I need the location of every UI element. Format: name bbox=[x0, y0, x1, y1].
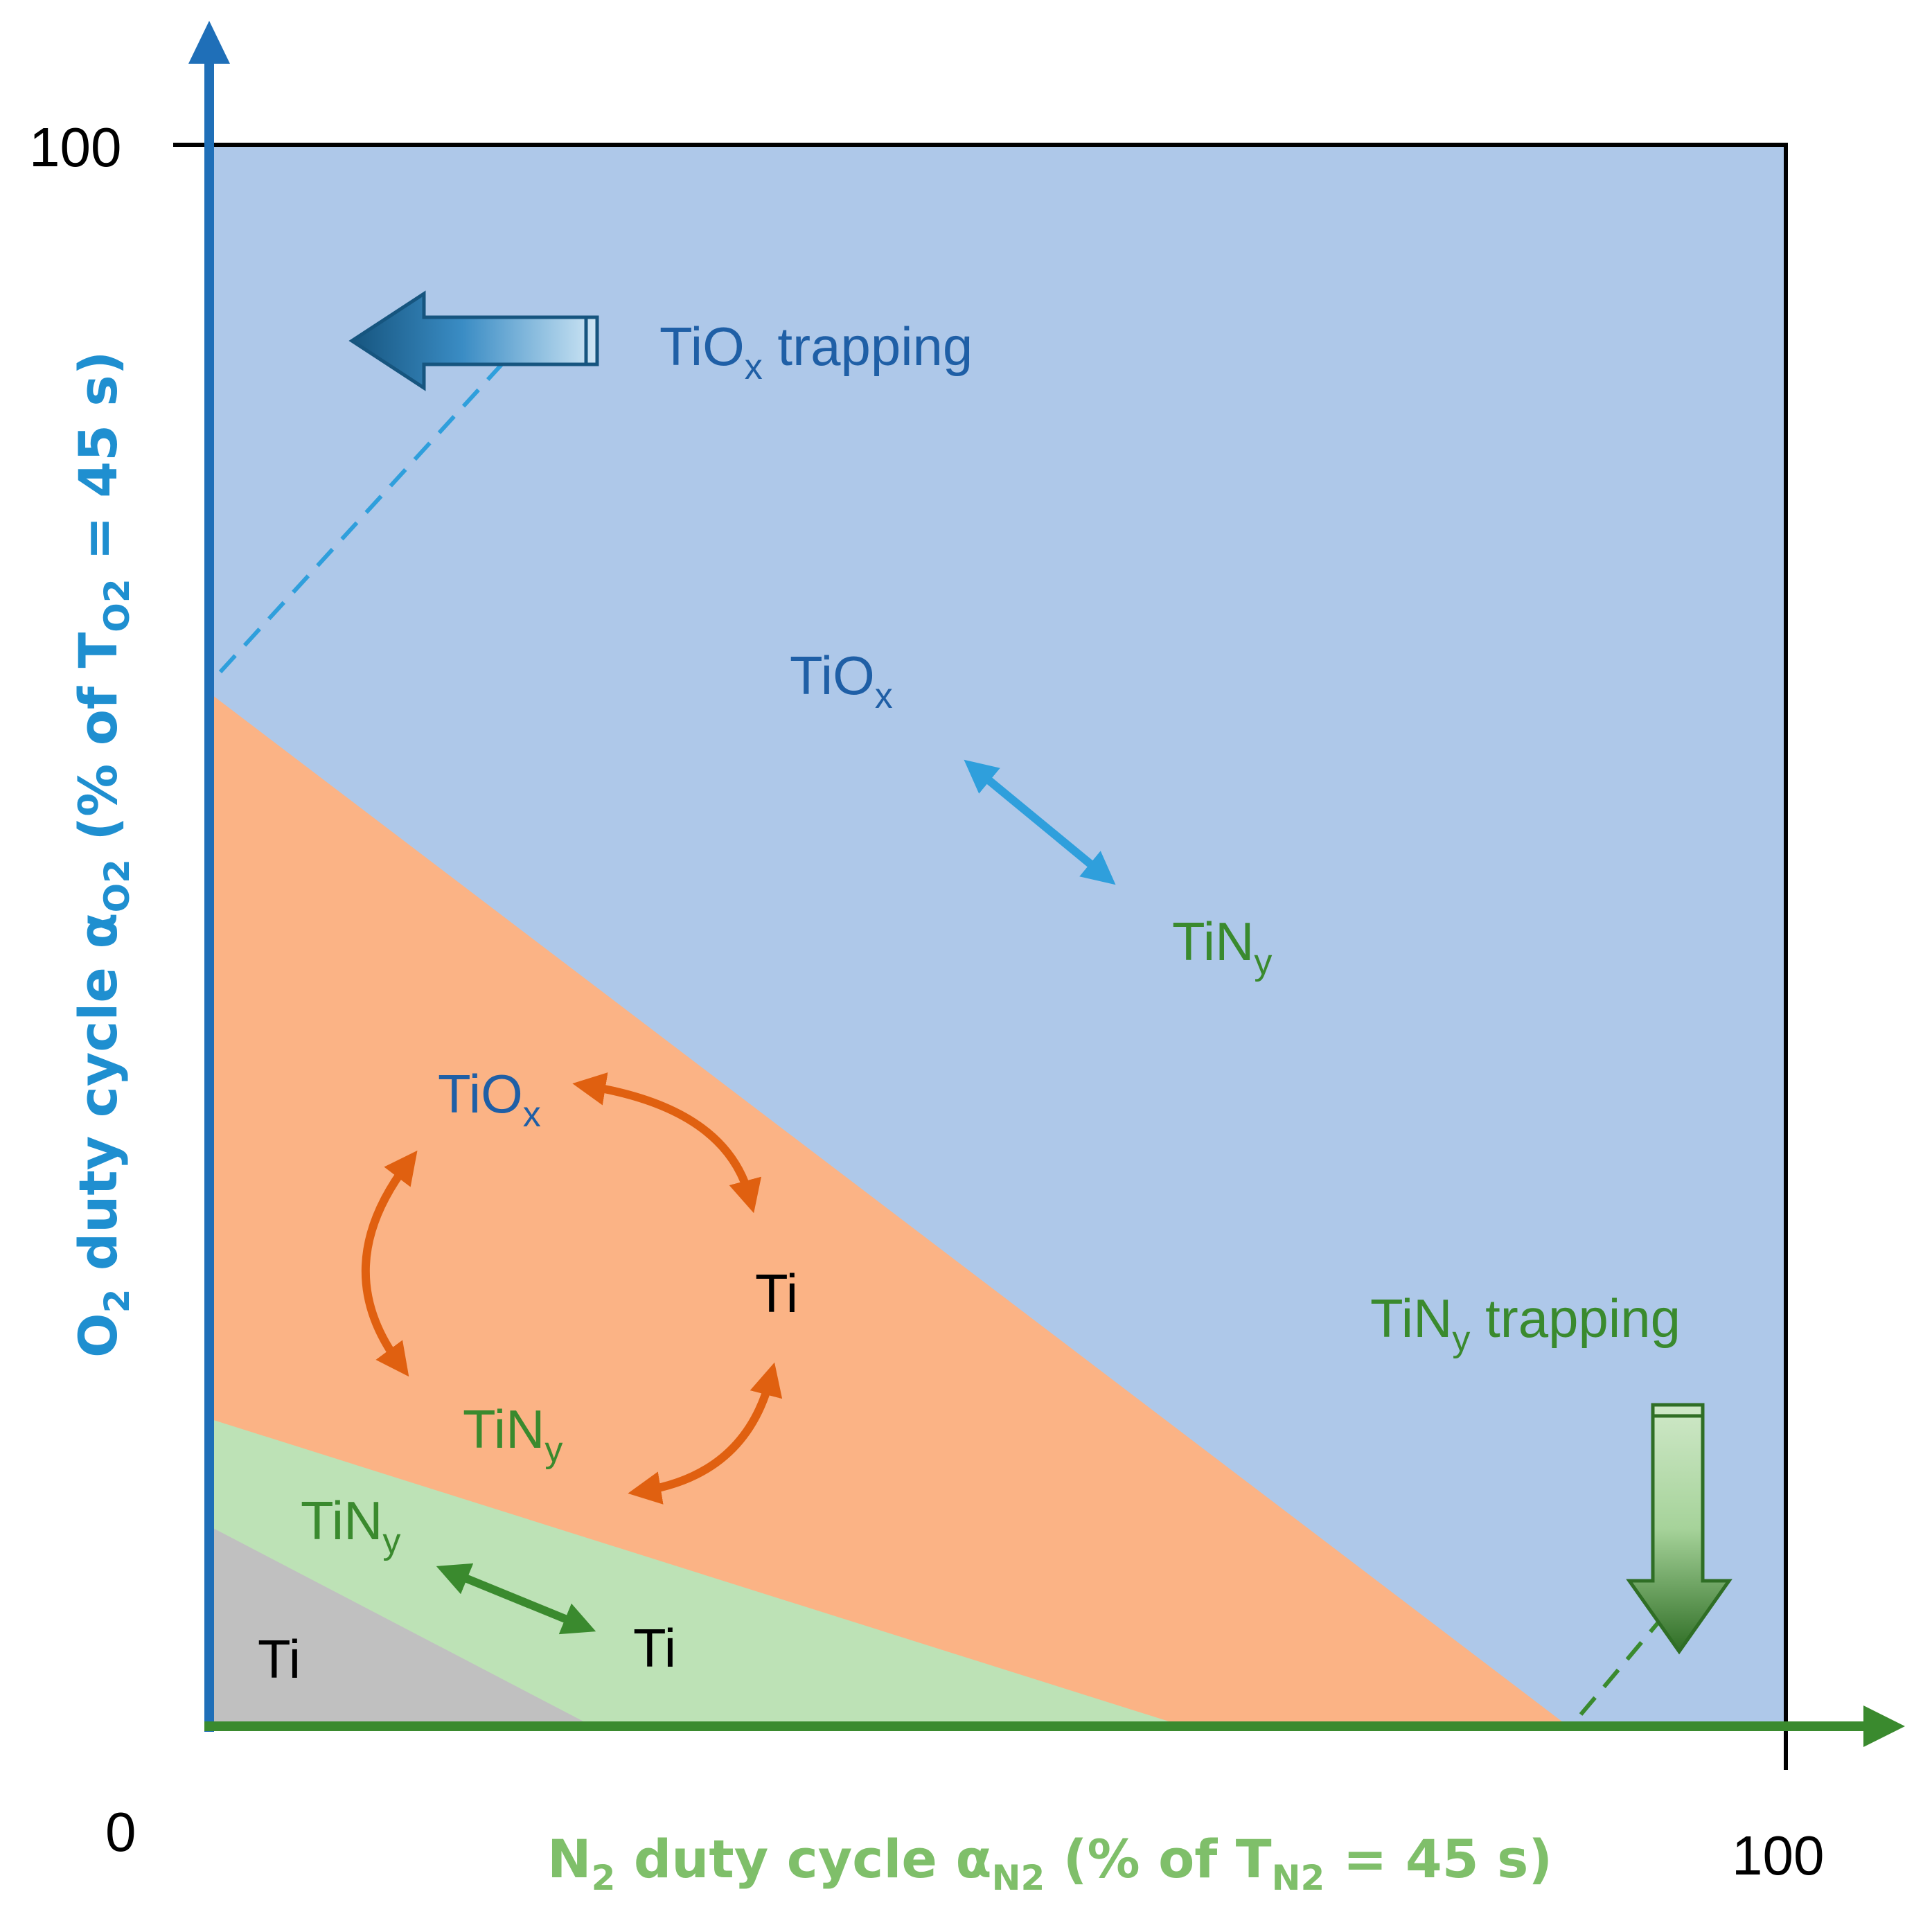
origin-label: 0 bbox=[105, 1801, 136, 1863]
y-axis-title: O2 duty cycle αO2 (% of TO2 = 45 s) bbox=[67, 351, 137, 1358]
tiox-tiny-double-arrow bbox=[964, 759, 1116, 885]
cycle-arrow-tiox-ti bbox=[572, 1072, 762, 1214]
tiox-trapping-arrow bbox=[348, 290, 599, 391]
green-region-ti-label: Ti bbox=[633, 1618, 676, 1678]
tiox-trapping-label: TiOx trapping bbox=[659, 316, 973, 387]
cycle-arrow-ti-tiny bbox=[628, 1362, 783, 1505]
orange-region-tiox-label: TiOx bbox=[438, 1063, 541, 1135]
tiny-trapping-dashed-line bbox=[1579, 1613, 1667, 1716]
orange-region-tiny-label: TiNy bbox=[463, 1399, 562, 1470]
x-axis-title: N2 duty cycle αN2 (% of TN2 = 45 s) bbox=[547, 1828, 1552, 1898]
region-mixed bbox=[209, 693, 1566, 1724]
orange-region-ti-label: Ti bbox=[755, 1263, 798, 1324]
cycle-arrow-tiny-tiox bbox=[361, 1150, 418, 1377]
x-axis-arrowhead bbox=[1863, 1705, 1905, 1747]
y-max-label: 100 bbox=[29, 116, 121, 178]
region-ti bbox=[209, 1526, 589, 1724]
region-tiny bbox=[209, 1419, 1178, 1724]
tiny-ti-double-arrow bbox=[436, 1563, 596, 1635]
blue-region-tiox-label: TiOx bbox=[790, 645, 893, 716]
y-axis-arrowhead bbox=[188, 21, 230, 64]
tiny-trapping-label: TiNy trapping bbox=[1370, 1288, 1681, 1359]
x-max-label: 100 bbox=[1732, 1825, 1824, 1886]
blue-region-tiny-label: TiNy bbox=[1172, 911, 1272, 982]
tiny-trapping-arrow bbox=[1626, 1403, 1733, 1655]
green-region-tiny-label: TiNy bbox=[301, 1490, 400, 1561]
grey-region-ti-label: Ti bbox=[258, 1629, 301, 1690]
